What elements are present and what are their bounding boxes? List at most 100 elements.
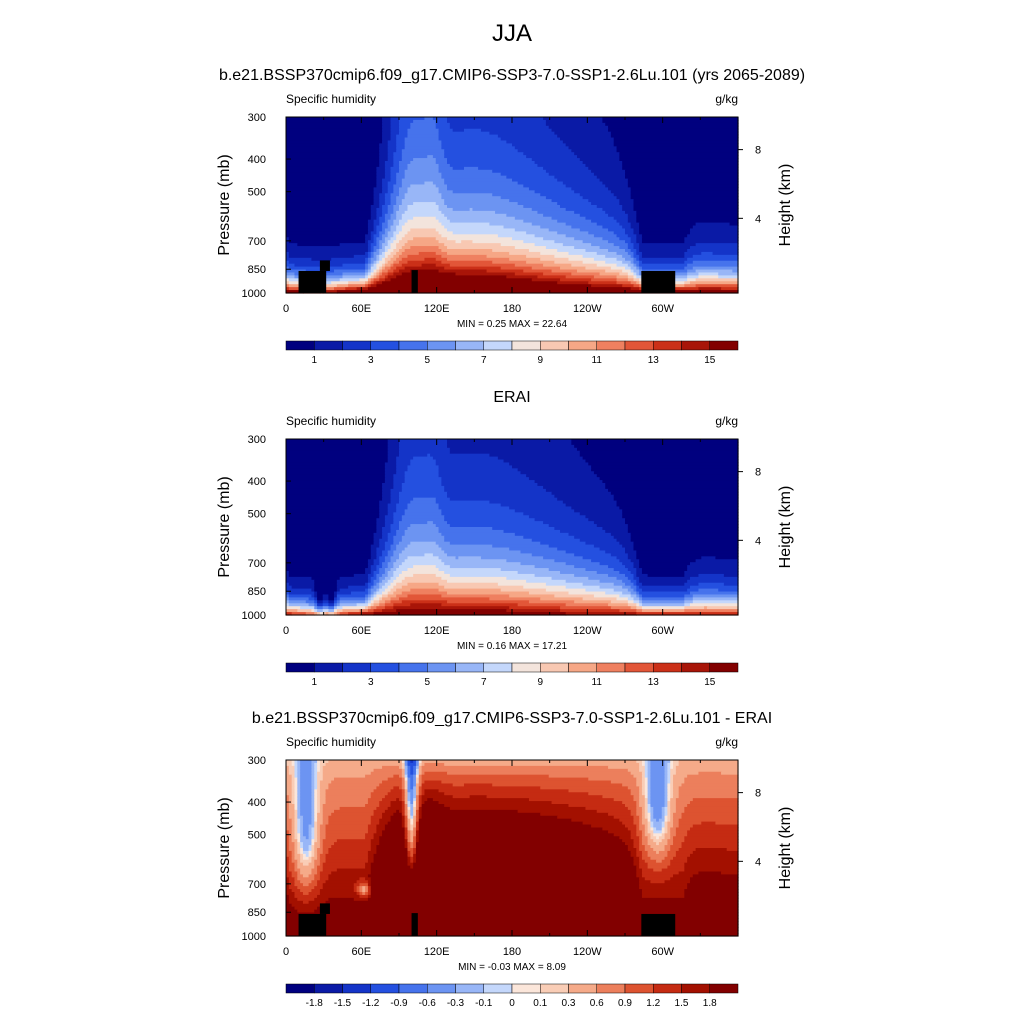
colorbar-swatch bbox=[370, 662, 400, 673]
contour-cell bbox=[418, 780, 423, 785]
contour-cell bbox=[418, 833, 615, 837]
contour-cell bbox=[379, 222, 383, 227]
colorbar-swatch bbox=[342, 340, 371, 351]
contour-cell bbox=[387, 565, 394, 569]
contour-cell bbox=[390, 246, 397, 250]
contour-cell bbox=[644, 833, 652, 837]
contour-cell bbox=[415, 806, 420, 811]
contour-cell bbox=[480, 128, 553, 133]
contour-cell bbox=[288, 848, 296, 852]
contour-cell bbox=[692, 254, 739, 259]
contour-cell bbox=[288, 591, 315, 596]
contour-cell bbox=[286, 146, 380, 150]
contour-cell bbox=[382, 222, 389, 227]
contour-cell bbox=[286, 465, 386, 469]
contour-cell bbox=[596, 571, 620, 575]
contour-cell bbox=[418, 830, 609, 834]
contour-cell bbox=[319, 760, 329, 764]
contour-cell bbox=[384, 216, 392, 221]
contour-cell bbox=[497, 582, 547, 587]
contour-cell bbox=[687, 565, 739, 569]
contour-cell bbox=[359, 883, 369, 887]
contour-cell bbox=[294, 804, 298, 808]
contour-cell bbox=[582, 821, 623, 826]
contour-cell bbox=[438, 134, 499, 139]
contour-cell bbox=[421, 786, 541, 790]
contour-cell bbox=[670, 771, 677, 776]
contour-cell bbox=[644, 774, 649, 779]
contour-cell bbox=[413, 789, 417, 793]
contour-cell bbox=[286, 809, 290, 814]
contour-cell bbox=[534, 234, 567, 238]
contour-cell bbox=[667, 792, 671, 796]
contour-cell bbox=[639, 228, 691, 232]
contour-cell bbox=[314, 865, 318, 870]
contour-cell bbox=[286, 169, 377, 174]
contour-cell bbox=[379, 272, 383, 276]
contour-cell bbox=[608, 573, 626, 578]
contour-cell bbox=[687, 272, 700, 276]
contour-cell bbox=[314, 582, 338, 587]
contour-cell bbox=[379, 143, 389, 147]
contour-cell bbox=[413, 848, 417, 852]
contour-cell bbox=[384, 263, 392, 268]
x-tick-label: 60W bbox=[651, 625, 674, 637]
contour-cell bbox=[379, 231, 386, 235]
contour-cell bbox=[447, 439, 572, 443]
contour-cell bbox=[353, 883, 361, 887]
contour-cell bbox=[399, 774, 403, 779]
contour-cell bbox=[367, 597, 372, 601]
contour-cell bbox=[399, 786, 403, 790]
contour-cell bbox=[396, 547, 406, 552]
contour-cell bbox=[317, 783, 321, 787]
contour-cell bbox=[396, 202, 403, 206]
contour-cell bbox=[297, 874, 304, 878]
contour-cell bbox=[297, 609, 313, 613]
contour-cell bbox=[334, 287, 346, 291]
contour-cell bbox=[610, 606, 632, 610]
y-axis-label: Pressure (mb) bbox=[216, 476, 233, 577]
contour-cell bbox=[407, 827, 411, 831]
contour-cell bbox=[401, 809, 406, 814]
contour-cell bbox=[641, 786, 646, 790]
contour-cell bbox=[286, 459, 389, 464]
contour-cell bbox=[286, 269, 307, 274]
contour-cell bbox=[319, 842, 324, 846]
contour-cell bbox=[288, 883, 296, 887]
y-tick-label: 500 bbox=[248, 509, 266, 521]
contour-cell bbox=[396, 506, 409, 510]
contour-cell bbox=[630, 606, 637, 610]
contour-cell bbox=[517, 571, 561, 575]
contour-cell bbox=[438, 468, 519, 472]
contour-cell bbox=[413, 859, 417, 864]
contour-cell bbox=[370, 792, 389, 796]
contour-cell bbox=[393, 786, 400, 790]
contour-cell bbox=[286, 447, 389, 452]
contour-cell bbox=[373, 609, 383, 613]
contour-cell bbox=[449, 573, 536, 578]
contour-cell bbox=[390, 131, 400, 136]
contour-cell bbox=[328, 597, 335, 601]
contour-cell bbox=[350, 591, 369, 596]
contour-cell bbox=[500, 172, 550, 177]
contour-cell bbox=[353, 886, 358, 890]
contour-cell bbox=[639, 594, 643, 598]
contour-cell bbox=[382, 263, 386, 268]
contour-cell bbox=[365, 263, 369, 268]
contour-cell bbox=[613, 582, 626, 587]
contour-cell bbox=[641, 568, 688, 572]
contour-cell bbox=[410, 856, 414, 861]
contour-cell bbox=[396, 210, 406, 215]
contour-cell bbox=[692, 597, 739, 601]
contour-cell bbox=[526, 579, 567, 584]
contour-cell bbox=[644, 815, 649, 820]
contour-cell bbox=[396, 471, 406, 475]
contour-cell bbox=[641, 871, 680, 875]
contour-cell bbox=[650, 827, 654, 831]
contour-cell bbox=[528, 798, 615, 802]
contour-cell bbox=[286, 518, 377, 522]
contour-cell bbox=[591, 284, 623, 288]
contour-cell bbox=[447, 521, 544, 525]
contour-cell bbox=[370, 278, 375, 282]
contour-cell bbox=[644, 765, 649, 770]
